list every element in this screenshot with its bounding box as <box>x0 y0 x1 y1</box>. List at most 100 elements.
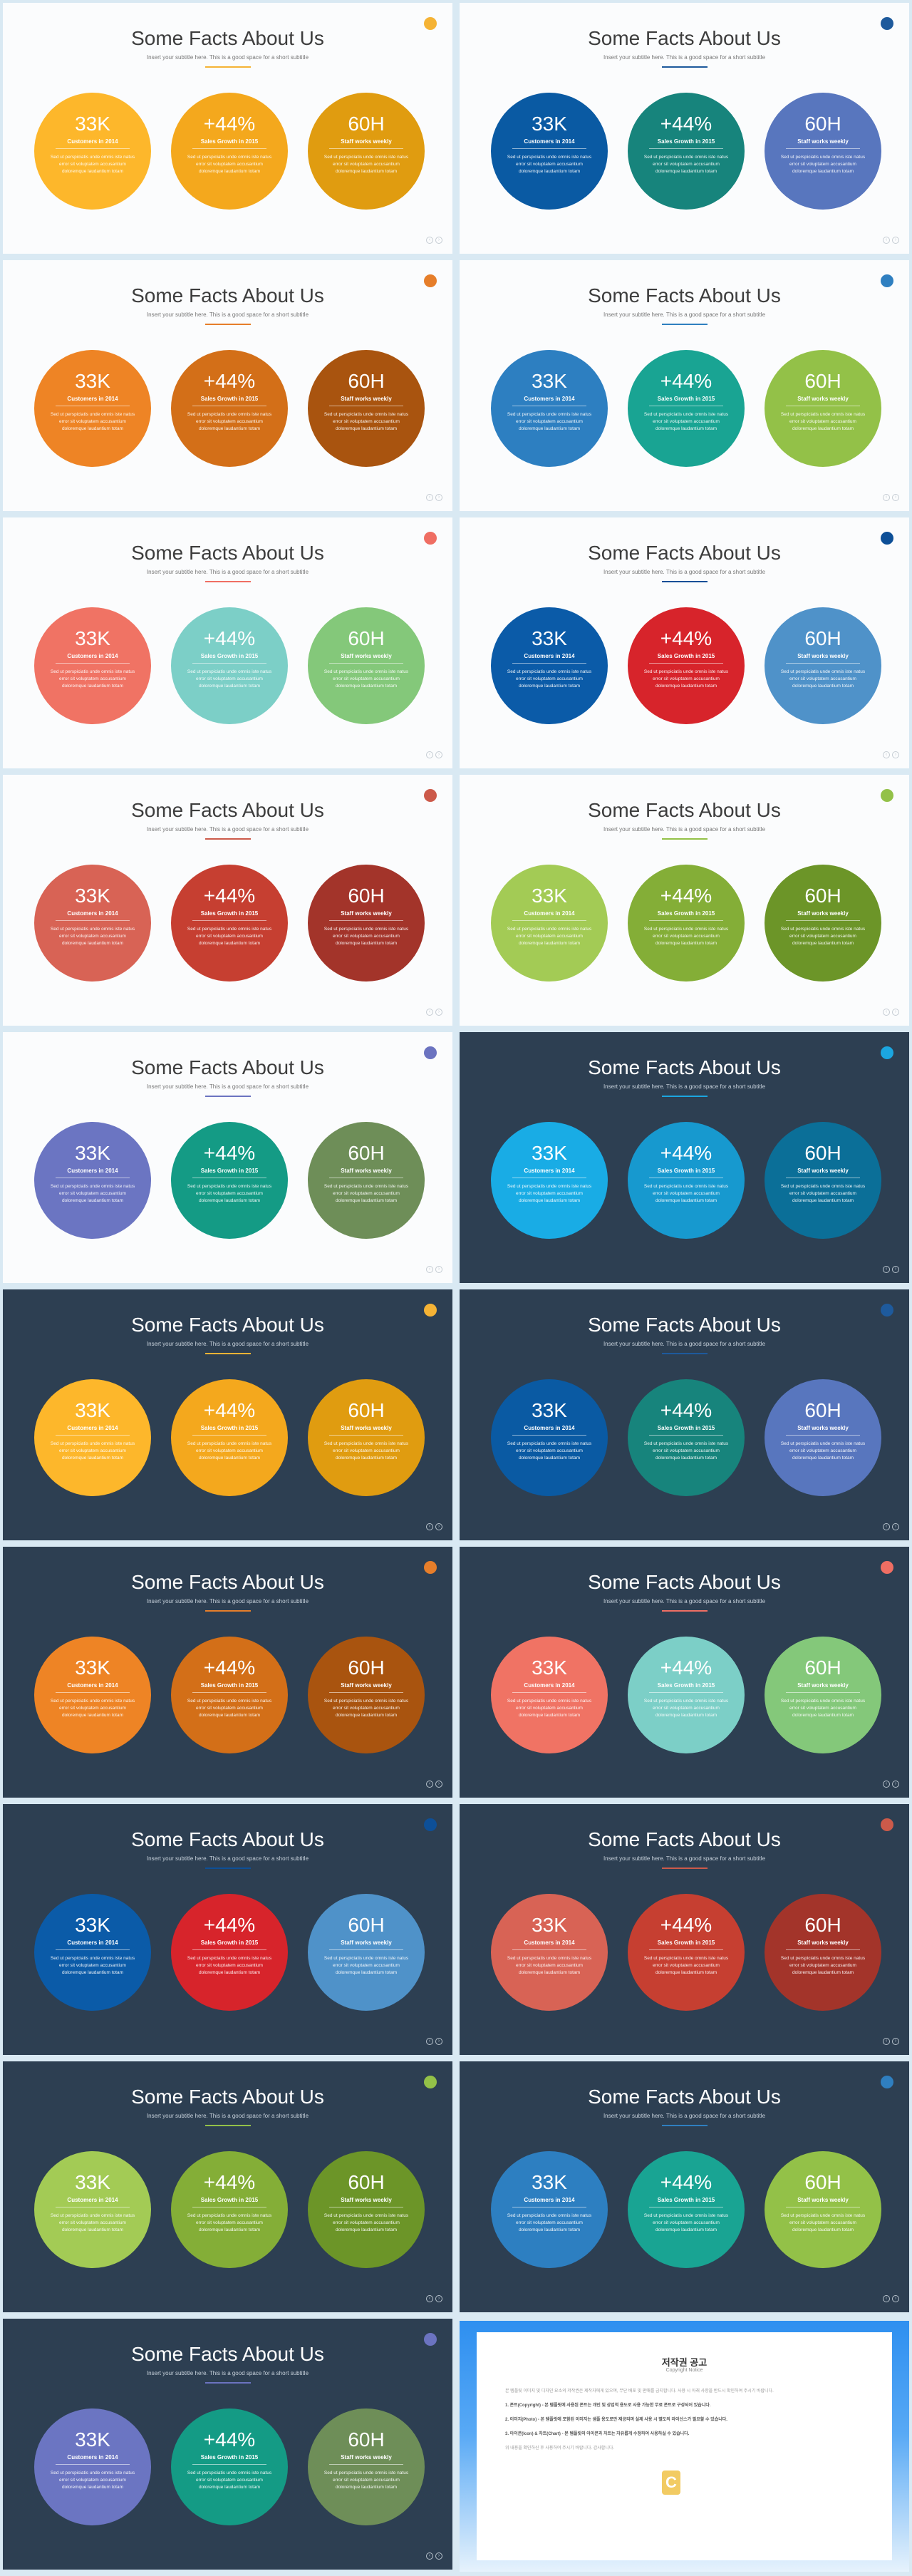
stat-value: 33K <box>75 1399 110 1421</box>
stat-description: Sed ut perspiciatis unde omnis iste natu… <box>507 1956 592 1975</box>
stat-circle: 33K Customers in 2014 Sed ut perspiciatis … <box>34 1122 151 1239</box>
facts-slide[interactable]: Some Facts About Us Insert your subtitle … <box>3 260 452 511</box>
next-slide-button[interactable]: › <box>435 1266 442 1273</box>
facts-slide[interactable]: Some Facts About Us Insert your subtitle … <box>3 517 452 768</box>
prev-slide-button[interactable]: ‹ <box>883 1523 890 1530</box>
slide-nav: ‹ › <box>426 1523 442 1530</box>
stat-label: Sales Growth in 2015 <box>657 1425 715 1431</box>
next-slide-button[interactable]: › <box>435 494 442 501</box>
prev-slide-button[interactable]: ‹ <box>883 494 890 501</box>
prev-slide-button[interactable]: ‹ <box>883 1266 890 1273</box>
next-slide-button[interactable]: › <box>435 1009 442 1016</box>
next-slide-button[interactable]: › <box>892 237 899 244</box>
next-slide-button[interactable]: › <box>892 1523 899 1530</box>
next-slide-button[interactable]: › <box>435 1523 442 1530</box>
stat-circle: 60H Staff works weekly Sed ut perspiciatis… <box>765 2151 881 2268</box>
stat-circle: 33K Customers in 2014 Sed ut perspiciatis … <box>34 1637 151 1753</box>
stat-value: 33K <box>75 370 110 392</box>
stat-label: Sales Growth in 2015 <box>657 2197 715 2203</box>
stat-divider <box>192 148 266 149</box>
stat-label: Staff works weekly <box>341 1425 392 1431</box>
facts-slide[interactable]: Some Facts About Us Insert your subtitle … <box>3 775 452 1026</box>
title-underline <box>661 2125 708 2126</box>
stat-label: Sales Growth in 2015 <box>657 1939 715 1946</box>
facts-slide[interactable]: Some Facts About Us Insert your subtitle … <box>460 3 909 254</box>
facts-slide[interactable]: Some Facts About Us Insert your subtitle … <box>460 1804 909 2055</box>
facts-slide[interactable]: Some Facts About Us Insert your subtitle … <box>460 517 909 768</box>
facts-slide[interactable]: Some Facts About Us Insert your subtitle … <box>3 1289 452 1540</box>
stat-value: 60H <box>348 2428 385 2451</box>
next-slide-button[interactable]: › <box>892 494 899 501</box>
prev-slide-button[interactable]: ‹ <box>426 1781 433 1788</box>
slide-title: Some Facts About Us <box>588 542 781 564</box>
facts-slide[interactable]: Some Facts About Us Insert your subtitle … <box>3 2061 452 2312</box>
facts-slide[interactable]: Some Facts About Us Insert your subtitle … <box>460 2061 909 2312</box>
facts-slide[interactable]: Some Facts About Us Insert your subtitle … <box>3 2319 452 2570</box>
stat-description: Sed ut perspiciatis unde omnis iste natu… <box>187 155 272 174</box>
prev-slide-button[interactable]: ‹ <box>883 1781 890 1788</box>
next-slide-button[interactable]: › <box>892 2038 899 2045</box>
stat-description: Sed ut perspiciatis unde omnis iste natu… <box>643 1441 729 1460</box>
stat-value: 60H <box>348 113 385 135</box>
facts-slide[interactable]: Some Facts About Us Insert your subtitle … <box>460 1289 909 1540</box>
next-slide-button[interactable]: › <box>892 1266 899 1273</box>
prev-slide-button[interactable]: ‹ <box>426 1009 433 1016</box>
prev-slide-button[interactable]: ‹ <box>883 2038 890 2045</box>
prev-slide-button[interactable]: ‹ <box>883 2295 890 2302</box>
prev-slide-button[interactable]: ‹ <box>426 2295 433 2302</box>
next-slide-button[interactable]: › <box>435 1781 442 1788</box>
prev-slide-button[interactable]: ‹ <box>426 2552 433 2560</box>
stat-value: 33K <box>532 627 567 649</box>
theme-color-dot-icon <box>424 2333 437 2346</box>
stat-value: 60H <box>804 370 841 392</box>
stat-label: Staff works weekly <box>797 1425 849 1431</box>
stat-label: Customers in 2014 <box>524 1682 575 1689</box>
stat-description: Sed ut perspiciatis unde omnis iste natu… <box>780 2213 866 2232</box>
prev-slide-button[interactable]: ‹ <box>426 237 433 244</box>
stat-divider <box>192 1949 266 1950</box>
prev-slide-button[interactable]: ‹ <box>426 1266 433 1273</box>
stat-label: Customers in 2014 <box>67 1168 118 1174</box>
slide-nav: ‹ › <box>883 1009 899 1016</box>
next-slide-button[interactable]: › <box>435 237 442 244</box>
stat-circle: +44% Sales Growth in 2015 Sed ut perspicia… <box>628 350 745 467</box>
stat-value: +44% <box>660 1914 712 1936</box>
prev-slide-button[interactable]: ‹ <box>883 237 890 244</box>
prev-slide-button[interactable]: ‹ <box>426 1523 433 1530</box>
prev-slide-button[interactable]: ‹ <box>426 751 433 758</box>
facts-slide[interactable]: Some Facts About Us Insert your subtitle … <box>3 1547 452 1798</box>
next-slide-button[interactable]: › <box>435 2552 442 2560</box>
facts-slide[interactable]: Some Facts About Us Insert your subtitle … <box>460 260 909 511</box>
facts-slide[interactable]: Some Facts About Us Insert your subtitle … <box>460 1547 909 1798</box>
theme-color-dot-icon <box>424 2076 437 2088</box>
prev-slide-button[interactable]: ‹ <box>883 1009 890 1016</box>
stat-divider <box>329 1435 403 1436</box>
facts-slide[interactable]: Some Facts About Us Insert your subtitle … <box>3 1032 452 1283</box>
prev-slide-button[interactable]: ‹ <box>426 2038 433 2045</box>
stat-label: Customers in 2014 <box>67 910 118 917</box>
prev-slide-button[interactable]: ‹ <box>426 494 433 501</box>
title-underline <box>204 1610 251 1612</box>
stat-value: 60H <box>348 1657 385 1679</box>
facts-slide[interactable]: Some Facts About Us Insert your subtitle … <box>3 3 452 254</box>
next-slide-button[interactable]: › <box>892 2295 899 2302</box>
next-slide-button[interactable]: › <box>892 1009 899 1016</box>
next-slide-button[interactable]: › <box>435 751 442 758</box>
slide-nav: ‹ › <box>426 237 442 244</box>
stat-description: Sed ut perspiciatis unde omnis iste natu… <box>643 155 729 174</box>
next-slide-button[interactable]: › <box>892 1781 899 1788</box>
stat-label: Customers in 2014 <box>67 2197 118 2203</box>
stat-label: Staff works weekly <box>341 653 392 659</box>
next-slide-button[interactable]: › <box>435 2038 442 2045</box>
stat-label: Sales Growth in 2015 <box>200 2197 259 2203</box>
facts-slide[interactable]: Some Facts About Us Insert your subtitle … <box>460 775 909 1026</box>
facts-slide[interactable]: Some Facts About Us Insert your subtitle … <box>460 1032 909 1283</box>
stat-circle: +44% Sales Growth in 2015 Sed ut perspicia… <box>628 1379 745 1496</box>
next-slide-button[interactable]: › <box>892 751 899 758</box>
prev-slide-button[interactable]: ‹ <box>883 751 890 758</box>
copyright-notice-slide[interactable]: 저작권 공고 Copyright Notice 본 템플릿 이미지 및 디자인 … <box>460 2321 909 2572</box>
facts-slide[interactable]: Some Facts About Us Insert your subtitle … <box>3 1804 452 2055</box>
stat-description: Sed ut perspiciatis unde omnis iste natu… <box>507 1184 592 1203</box>
stat-divider <box>329 920 403 921</box>
next-slide-button[interactable]: › <box>435 2295 442 2302</box>
